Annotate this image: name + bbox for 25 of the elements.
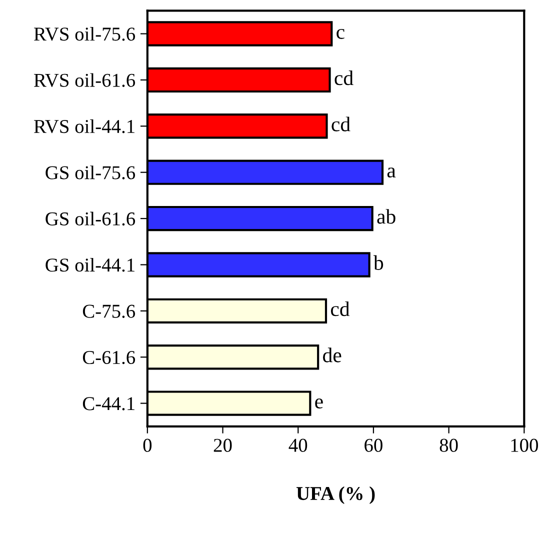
- data-label: a: [387, 168, 396, 178]
- data-label: cd: [332, 116, 350, 132]
- y-tick-label: RVS oil-61.6: [34, 73, 136, 87]
- x-tick-label: 100: [511, 438, 538, 452]
- y-tick-label: GS oil-61.6: [46, 212, 136, 226]
- x-tick-label: 0: [143, 438, 152, 452]
- data-label: cd: [330, 301, 350, 316]
- y-tick-label: C-75.6: [82, 304, 136, 318]
- data-label: de: [323, 348, 342, 362]
- x-axis-title: UFA (% ): [296, 486, 375, 504]
- x-tick-label: 60: [364, 438, 382, 452]
- data-label: e: [315, 398, 323, 409]
- y-tick-label: RVS oil-44.1: [34, 119, 134, 134]
- y-tick-label: RVS oil-75.6: [34, 27, 136, 41]
- data-label: ab: [377, 209, 396, 224]
- data-label: cd: [334, 70, 354, 86]
- data-label: c: [336, 28, 344, 39]
- y-tick-label: GS oil-75.6: [46, 166, 136, 180]
- data-label: b: [373, 255, 384, 270]
- y-tick-label: GS oil-44.1: [46, 258, 134, 272]
- y-tick-label: C-61.6: [82, 350, 136, 364]
- y-tick-label: C-44.1: [82, 397, 134, 410]
- x-tick-label: 80: [440, 438, 458, 452]
- x-tick-label: 40: [288, 438, 308, 452]
- x-tick-label: 20: [214, 438, 232, 452]
